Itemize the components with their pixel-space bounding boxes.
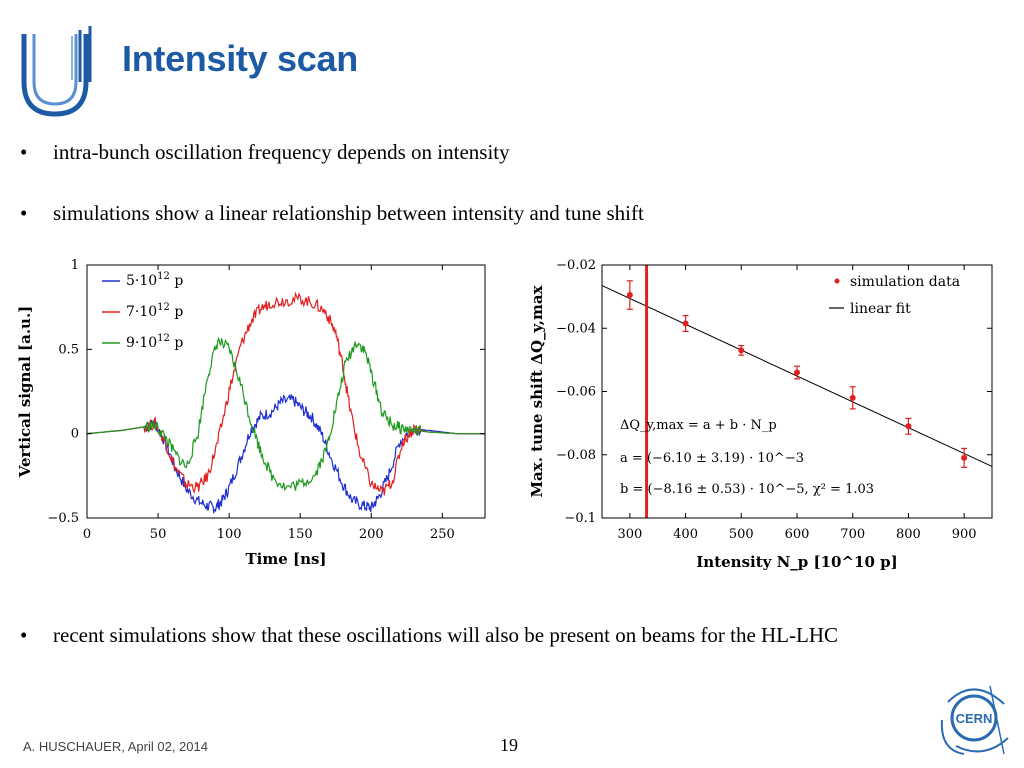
x-tick-label: 800 bbox=[896, 527, 921, 542]
y-tick-label: −0.1 bbox=[564, 511, 596, 526]
x-tick-label: 200 bbox=[359, 527, 384, 542]
bullet-item: • simulations show a linear relationship… bbox=[20, 198, 644, 228]
x-tick-label: 500 bbox=[729, 527, 754, 542]
footer-author-date: A. HUSCHAUER, April 02, 2014 bbox=[23, 739, 208, 754]
series-line bbox=[86, 393, 485, 514]
y-tick-label: −0.08 bbox=[556, 448, 596, 463]
y-tick-label: 0 bbox=[71, 427, 79, 442]
vertical-signal-chart: 0 50 100 150 200 250 −0.5 0 0.5 1 Time [ns] Vertica… bbox=[16, 258, 486, 568]
x-tick-label: 250 bbox=[430, 527, 455, 542]
bullet-marker: • bbox=[20, 140, 28, 164]
bullet-text: recent simulations show that these oscil… bbox=[53, 623, 838, 647]
x-tick-label: 150 bbox=[288, 527, 313, 542]
y-tick-label: 0.5 bbox=[58, 342, 79, 357]
bullet-item: • recent simulations show that these osc… bbox=[20, 620, 880, 650]
x-tick-label: 100 bbox=[217, 527, 242, 542]
legend-label: 9·1012 p bbox=[126, 333, 183, 351]
page-number: 19 bbox=[500, 735, 518, 755]
plot-frame bbox=[601, 264, 993, 519]
university-logo bbox=[21, 26, 92, 117]
bullet-marker: • bbox=[20, 623, 28, 647]
data-point bbox=[849, 394, 856, 401]
x-tick-label: 50 bbox=[150, 527, 167, 542]
bullet-text: intra-bunch oscillation frequency depend… bbox=[53, 140, 510, 164]
legend-label: simulation data bbox=[850, 274, 960, 290]
fit-annotation: ΔQ_y,max = a + b · N_p bbox=[620, 418, 777, 433]
x-tick-label: 700 bbox=[840, 527, 865, 542]
y-tick-label: 1 bbox=[71, 258, 79, 273]
legend-marker bbox=[834, 278, 840, 284]
fit-annotation: a = (−6.10 ± 3.19) · 10^−3 bbox=[620, 451, 804, 466]
data-point bbox=[738, 347, 745, 354]
bullet-marker: • bbox=[20, 201, 28, 225]
y-axis-label: Max. tune shift ΔQ_y,max bbox=[528, 284, 546, 497]
y-tick-label: −0.5 bbox=[47, 511, 79, 526]
y-tick-label: −0.02 bbox=[556, 258, 596, 273]
data-point bbox=[794, 369, 800, 376]
x-tick-label: 900 bbox=[952, 527, 977, 542]
data-point bbox=[682, 320, 689, 327]
x-tick-label: 300 bbox=[617, 527, 642, 542]
fit-annotation: b = (−8.16 ± 0.53) · 10^−5, χ² = 1.03 bbox=[620, 482, 874, 497]
data-point bbox=[626, 292, 633, 299]
x-tick-label: 0 bbox=[83, 527, 91, 542]
plot-frame bbox=[86, 264, 486, 519]
slide-title: Intensity scan bbox=[122, 38, 358, 79]
legend-label: 7·1012 p bbox=[126, 302, 183, 320]
bullet-item: • intra-bunch oscillation frequency depe… bbox=[20, 137, 510, 167]
x-tick-label: 400 bbox=[673, 527, 698, 542]
y-axis-label: Vertical signal [a.u.] bbox=[16, 306, 34, 479]
bullet-text: simulations show a linear relationship b… bbox=[53, 201, 644, 225]
cern-logo-text: CERN bbox=[956, 711, 993, 726]
data-point bbox=[961, 454, 968, 461]
legend-label: linear fit bbox=[850, 301, 911, 317]
y-tick-label: −0.04 bbox=[556, 321, 596, 336]
legend-label: 5·1012 p bbox=[126, 271, 183, 289]
x-axis-label: Intensity N_p [10^10 p] bbox=[696, 553, 897, 571]
series-line bbox=[86, 291, 485, 496]
y-tick-label: −0.06 bbox=[556, 385, 596, 400]
x-axis-label: Time [ns] bbox=[245, 550, 326, 568]
cern-logo: CERN bbox=[940, 685, 1009, 755]
series-line bbox=[86, 336, 485, 492]
data-point bbox=[905, 423, 912, 430]
x-tick-label: 600 bbox=[785, 527, 810, 542]
tune-shift-chart: 300 400 500 600 700 800 900 −0.02 −0.04 −0.06 −0.0… bbox=[528, 258, 993, 571]
